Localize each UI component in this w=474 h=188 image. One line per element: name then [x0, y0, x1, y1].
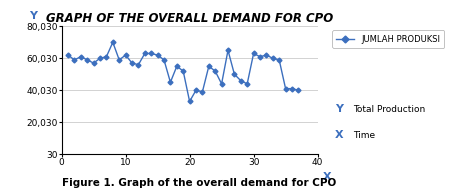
- Legend: JUMLAH PRODUKSI: JUMLAH PRODUKSI: [332, 30, 444, 48]
- Text: Figure 1. Graph of the overall demand for CPO: Figure 1. Graph of the overall demand fo…: [62, 178, 336, 188]
- Text: Total Production: Total Production: [353, 105, 425, 114]
- Title: GRAPH OF THE OVERALL DEMAND FOR CPO: GRAPH OF THE OVERALL DEMAND FOR CPO: [46, 12, 333, 25]
- Text: Time: Time: [353, 131, 375, 140]
- Text: Y: Y: [335, 104, 343, 114]
- Text: X: X: [323, 172, 331, 182]
- Text: Y: Y: [29, 11, 37, 21]
- Text: X: X: [335, 130, 343, 140]
